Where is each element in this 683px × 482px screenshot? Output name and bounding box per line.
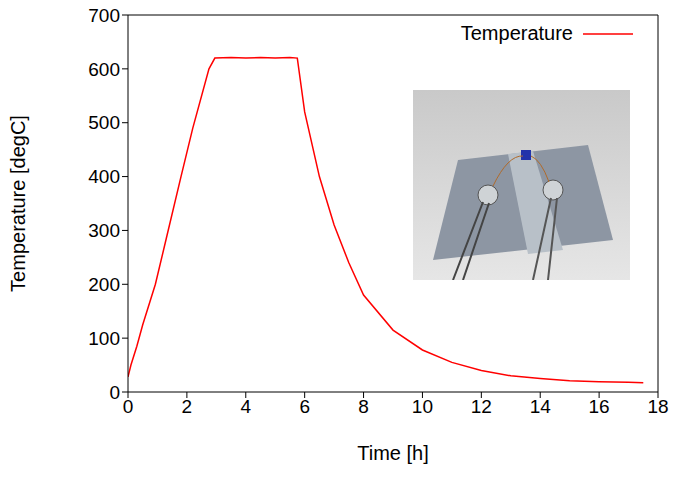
svg-text:0: 0 [109,382,120,403]
svg-text:16: 16 [589,396,610,417]
svg-text:12: 12 [471,396,492,417]
svg-text:600: 600 [88,59,120,80]
svg-text:4: 4 [240,396,251,417]
svg-text:500: 500 [88,112,120,133]
svg-text:100: 100 [88,328,120,349]
svg-text:300: 300 [88,220,120,241]
svg-text:8: 8 [358,396,369,417]
svg-text:700: 700 [88,5,120,26]
svg-text:0: 0 [123,396,134,417]
svg-text:200: 200 [88,274,120,295]
html-text:Temperature: Temperature [460,22,573,44]
svg-text:Time [h]: Time [h] [357,442,429,464]
svg-text:2: 2 [182,396,193,417]
svg-text:6: 6 [299,396,310,417]
svg-text:18: 18 [647,396,668,417]
svg-text:Temperature [degC]: Temperature [degC] [7,115,29,292]
svg-text:400: 400 [88,166,120,187]
svg-text:10: 10 [412,396,433,417]
svg-text:14: 14 [530,396,552,417]
